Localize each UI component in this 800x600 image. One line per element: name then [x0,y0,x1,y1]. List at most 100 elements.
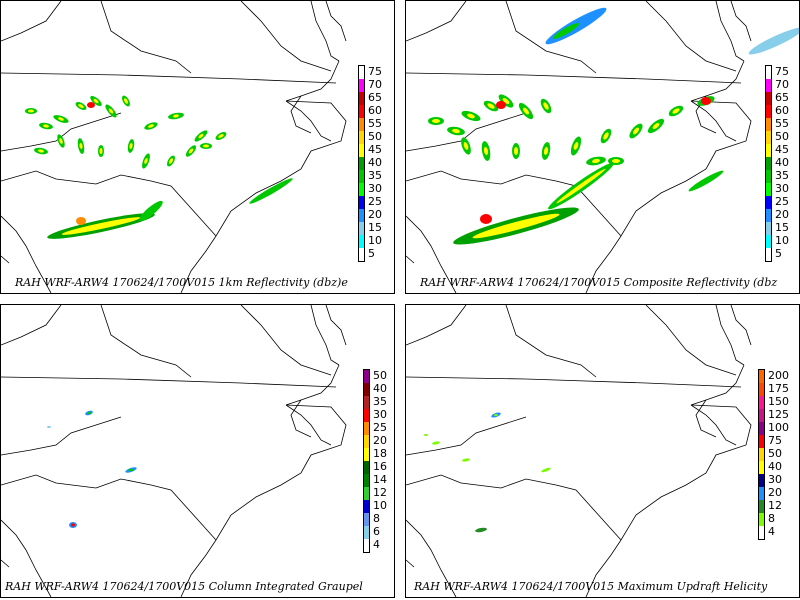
echo-cell [108,108,114,114]
legend-label: 8 [373,512,380,525]
state-border [100,1,192,74]
echo-cell [688,170,724,192]
state-border [406,376,742,388]
legend-swatch [766,118,771,131]
state-border [1,376,337,388]
state-border [1,1,62,42]
legend-swatch [364,474,369,487]
legend-colorbar [358,65,365,262]
echo-cell [124,98,128,104]
legend-swatch [364,539,369,552]
coast [730,305,752,346]
legend-swatch [364,526,369,539]
map [1,1,347,293]
legend-label: 12 [373,486,387,499]
legend-swatch [359,157,364,170]
legend-label: 50 [775,130,789,143]
legend-colorbar [765,65,772,262]
legend-swatch [759,461,764,474]
sound [290,399,312,438]
legend-label: 30 [768,473,782,486]
legend-label: 35 [373,395,387,408]
coast [310,305,340,366]
echo-cell [672,108,680,114]
echo-cell [169,158,173,164]
echo-cell [633,127,639,135]
legend-label: 5 [775,247,782,260]
legend-swatch [364,383,369,396]
echo-cell [480,214,492,224]
echo-cell [573,142,579,150]
legend-label: 12 [768,499,782,512]
legend-swatch [364,422,369,435]
legend-label: 175 [768,382,789,395]
legend-label: 55 [775,117,789,130]
legend-swatch [364,448,369,461]
legend-label: 8 [768,512,775,525]
legend-label: 40 [775,156,789,169]
legend-swatch [759,435,764,448]
legend-label: 55 [368,117,382,130]
state-border [240,305,332,376]
legend-swatch [359,118,364,131]
state-border [100,305,192,378]
echo-cell [87,412,91,414]
legend-label: 15 [368,221,382,234]
echo-cell [129,143,133,149]
state-border [645,1,737,72]
legend-label: 6 [373,525,380,538]
legend-label: 14 [373,473,387,486]
echo-cell [188,148,194,154]
legend-label: 20 [768,486,782,499]
legend-swatch [364,487,369,500]
state-border [500,174,622,237]
map [1,305,347,597]
legend-swatch [766,222,771,235]
legend-label: 20 [775,208,789,221]
legend-label: 18 [373,447,387,460]
legend-label: 70 [775,78,789,91]
legend-swatch [364,500,369,513]
legend-swatch [766,248,771,261]
state-border [1,170,97,185]
echo-cell [483,147,489,155]
state-border [406,474,502,489]
echo-cell [78,104,84,108]
state-border [1,215,52,293]
legend-label: 70 [368,78,382,91]
legend-swatch [364,370,369,383]
coast [325,1,347,42]
coast [730,1,752,42]
echo-cell [543,102,549,110]
legend-label: 50 [373,369,387,382]
legend-swatch [759,526,764,539]
echo-cell [139,200,163,222]
echo-cell [463,142,469,150]
caption: RAH WRF-ARW4 170624/1700V015 Maximum Upd… [414,580,768,593]
echo-cell [173,114,179,118]
legend-swatch [759,513,764,526]
legend-label: 5 [368,247,375,260]
caption: RAH WRF-ARW4 170624/1700V015 1km Reflect… [15,276,348,289]
legend-swatch [364,513,369,526]
legend-swatch [766,79,771,92]
legend-label: 50 [768,447,782,460]
legend-swatch [766,235,771,248]
echo-cell [87,102,95,108]
legend-label: 150 [768,395,789,408]
echo-cell [203,144,209,148]
legend-label: 15 [775,221,789,234]
coast [180,60,347,293]
state-border [505,305,597,378]
state-border [95,478,217,541]
state-border [95,174,217,237]
echo-cell [28,109,34,113]
legend-swatch [759,448,764,461]
state-border [1,305,62,346]
legend-label: 200 [768,369,789,382]
legend-swatch [759,396,764,409]
state-border [406,170,502,185]
legend-swatch [359,144,364,157]
legend-swatch [759,422,764,435]
echo-cell [496,101,506,109]
